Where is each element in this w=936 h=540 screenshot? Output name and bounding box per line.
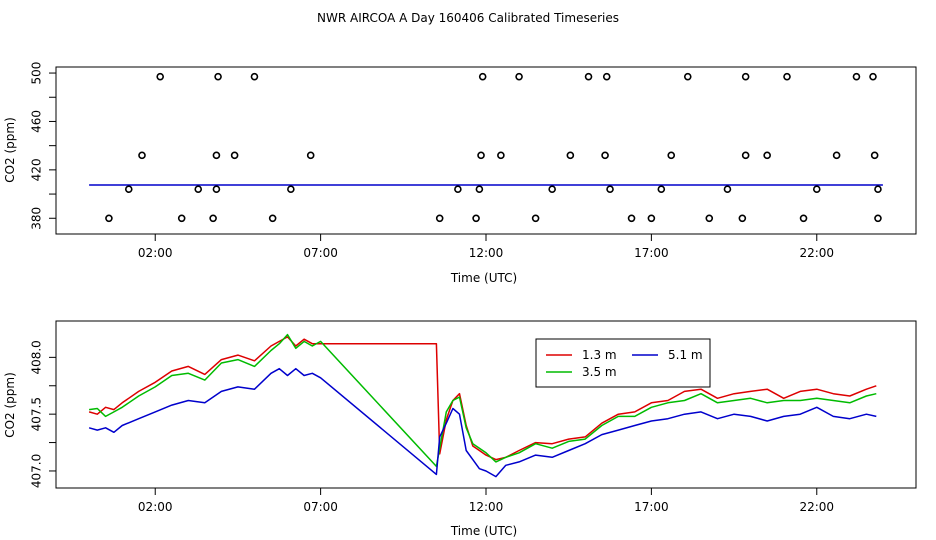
data-point [209, 214, 217, 223]
xtick-label: 12:00 [469, 500, 504, 514]
data-point [212, 185, 221, 194]
ytick-label: 408.0 [30, 340, 44, 374]
data-point [477, 151, 485, 160]
data-point [870, 151, 879, 160]
series-line-3 [88, 367, 877, 478]
data-point [306, 151, 315, 160]
data-point [531, 214, 540, 223]
data-point [214, 72, 222, 81]
xtick-label: 02:00 [138, 500, 173, 514]
xtick-label: 17:00 [634, 500, 669, 514]
data-point [566, 151, 575, 160]
legend-box [535, 338, 711, 388]
data-point [287, 185, 295, 194]
ytick-label: 460 [30, 110, 44, 133]
data-point [250, 72, 259, 81]
xtick-label: 02:00 [138, 246, 173, 260]
data-point [601, 151, 609, 160]
data-point [741, 72, 750, 81]
data-point [602, 72, 611, 81]
figure-title: NWR AIRCOA A Day 160406 Calibrated Times… [317, 11, 619, 25]
data-point [435, 214, 444, 223]
xtick-label: 07:00 [303, 246, 338, 260]
panel-top-frame [55, 66, 917, 235]
legend: 1.3 m 5.1 m 3.5 m [535, 338, 711, 388]
series-line-2 [89, 333, 877, 468]
ytick-label: 500 [30, 62, 44, 85]
data-point [156, 72, 164, 81]
panel-bottom: CO2 (ppm) Time (UTC) 02:00 07:00 12:00 17:0… [3, 320, 917, 538]
data-point [647, 214, 656, 223]
data-point [454, 185, 462, 194]
data-point [124, 185, 133, 194]
data-point [763, 151, 771, 160]
data-point [667, 151, 676, 160]
data-point [212, 151, 221, 160]
panel-top-xticks: 02:00 07:00 12:00 17:00 22:00 [138, 234, 834, 260]
data-point [869, 72, 877, 81]
legend-label-1-3m: 1.3 m [582, 348, 617, 362]
data-point [783, 72, 791, 81]
series-line-1 [88, 336, 877, 461]
panel-top-points [105, 72, 882, 223]
panel-bottom-series [88, 333, 877, 478]
data-point [683, 72, 692, 81]
data-point [548, 185, 556, 194]
data-point [741, 151, 750, 160]
data-point [584, 72, 593, 81]
data-point [606, 185, 614, 194]
data-point [515, 72, 523, 81]
data-point [627, 214, 636, 223]
data-point [874, 185, 882, 194]
xtick-label: 22:00 [799, 500, 834, 514]
data-point [177, 214, 186, 223]
ytick-label: 380 [30, 207, 44, 230]
panel-bottom-frame [55, 320, 917, 489]
xtick-label: 07:00 [303, 500, 338, 514]
panel-top-ylabel: CO2 (ppm) [3, 117, 17, 183]
data-point [475, 185, 484, 194]
data-point [723, 185, 732, 194]
data-point [738, 214, 747, 223]
panel-bottom-xticks: 02:00 07:00 12:00 17:00 22:00 [138, 488, 834, 514]
legend-label-3-5m: 3.5 m [582, 365, 617, 379]
data-point [472, 214, 480, 223]
data-point [799, 214, 808, 223]
data-point [138, 151, 146, 160]
data-point [497, 151, 505, 160]
data-point [268, 214, 277, 223]
xtick-label: 12:00 [469, 246, 504, 260]
data-point [105, 214, 113, 223]
panel-bottom-xlabel: Time (UTC) [450, 524, 517, 538]
panel-top-xlabel: Time (UTC) [450, 271, 517, 285]
ytick-label: 407.5 [30, 397, 44, 431]
data-point [874, 214, 882, 223]
xtick-label: 17:00 [634, 246, 669, 260]
data-point [478, 72, 487, 81]
panel-top: CO2 (ppm) Time (UTC) 02:00 07:00 12:00 17:0… [3, 62, 917, 285]
data-point [812, 185, 821, 194]
xtick-label: 22:00 [799, 246, 834, 260]
legend-label-5-1m: 5.1 m [668, 348, 703, 362]
panel-bottom-yticks: 407.0 407.5 408.0 [30, 340, 56, 488]
panel-top-yticks: 380 420 460 500 [30, 62, 56, 230]
ytick-label: 420 [30, 158, 44, 181]
data-point [852, 72, 861, 81]
panel-bottom-ylabel: CO2 (ppm) [3, 372, 17, 438]
data-point [832, 151, 841, 160]
data-point [657, 185, 666, 194]
data-point [705, 214, 714, 223]
data-point [194, 185, 203, 194]
data-point [230, 151, 239, 160]
ytick-label: 407.0 [30, 454, 44, 488]
